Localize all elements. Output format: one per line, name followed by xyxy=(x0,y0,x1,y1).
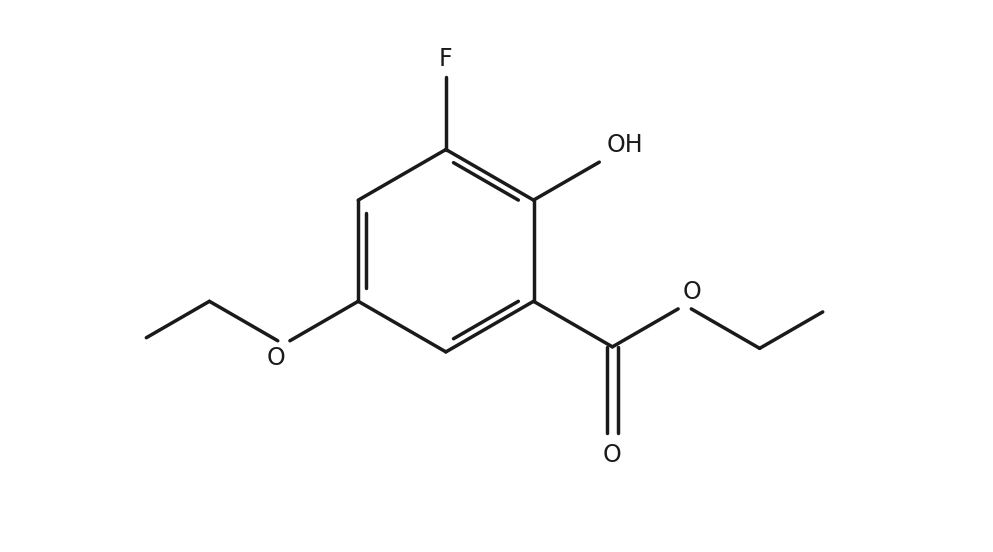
Text: OH: OH xyxy=(607,133,643,157)
Text: F: F xyxy=(439,46,453,71)
Text: O: O xyxy=(267,346,286,370)
Text: O: O xyxy=(603,443,622,467)
Text: O: O xyxy=(682,280,701,304)
